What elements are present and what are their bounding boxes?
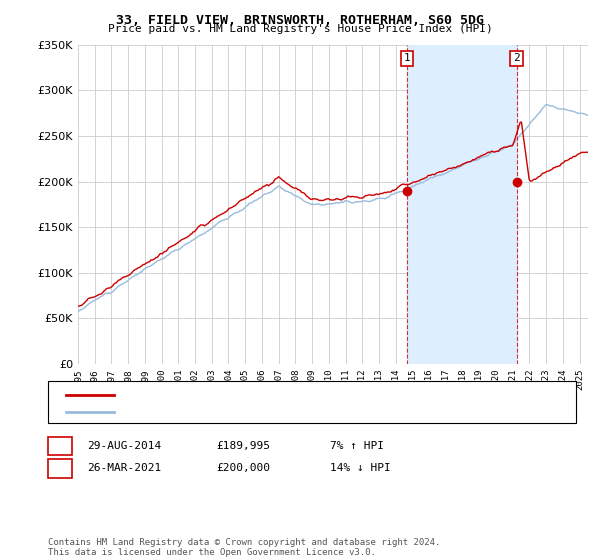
Text: 2: 2: [56, 463, 64, 473]
Bar: [407, 45, 517, 364]
Text: 1: 1: [403, 54, 410, 63]
Text: 14% ↓ HPI: 14% ↓ HPI: [330, 463, 391, 473]
Text: 1: 1: [56, 441, 64, 451]
Text: 26-MAR-2021: 26-MAR-2021: [87, 463, 161, 473]
Text: Contains HM Land Registry data © Crown copyright and database right 2024.
This d: Contains HM Land Registry data © Crown c…: [48, 538, 440, 557]
Text: 29-AUG-2014: 29-AUG-2014: [87, 441, 161, 451]
Text: 33, FIELD VIEW, BRINSWORTH, ROTHERHAM, S60 5DG (detached house): 33, FIELD VIEW, BRINSWORTH, ROTHERHAM, S…: [120, 390, 490, 400]
Text: £200,000: £200,000: [216, 463, 270, 473]
Text: 2: 2: [513, 54, 520, 63]
Text: 33, FIELD VIEW, BRINSWORTH, ROTHERHAM, S60 5DG: 33, FIELD VIEW, BRINSWORTH, ROTHERHAM, S…: [116, 14, 484, 27]
Text: 7% ↑ HPI: 7% ↑ HPI: [330, 441, 384, 451]
Text: £189,995: £189,995: [216, 441, 270, 451]
Text: Price paid vs. HM Land Registry's House Price Index (HPI): Price paid vs. HM Land Registry's House …: [107, 24, 493, 34]
Text: HPI: Average price, detached house, Rotherham: HPI: Average price, detached house, Roth…: [120, 407, 385, 417]
